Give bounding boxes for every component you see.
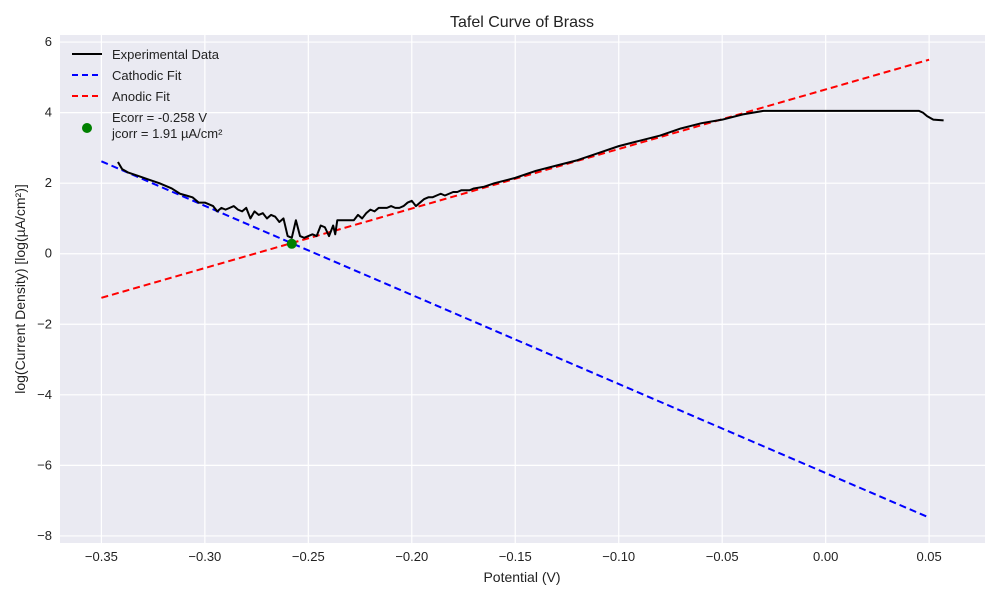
legend-swatch-ecorr-point xyxy=(82,123,92,133)
x-tick-label: −0.25 xyxy=(292,549,325,564)
series-layer xyxy=(100,58,944,519)
plot-background xyxy=(60,35,985,543)
x-tick-label: −0.10 xyxy=(602,549,635,564)
y-tick-label: −6 xyxy=(37,457,52,472)
x-tick-label: −0.30 xyxy=(188,549,221,564)
chart-title: Tafel Curve of Brass xyxy=(450,14,594,31)
x-tick-label: 0.00 xyxy=(813,549,838,564)
legend: Experimental Data Cathodic Fit Anodic Fi… xyxy=(72,47,223,141)
x-tick-labels: −0.35 −0.30 −0.25 −0.20 −0.15 −0.10 −0.05 0.00 0… xyxy=(85,549,942,564)
y-tick-label: 6 xyxy=(45,34,52,49)
x-tick-label: 0.05 xyxy=(916,549,941,564)
y-tick-label: −4 xyxy=(37,387,52,402)
legend-label-anodic: Anodic Fit xyxy=(112,89,170,104)
experimental-data-line xyxy=(117,109,944,239)
y-tick-labels: −8 −6 −4 −2 0 2 4 6 xyxy=(37,34,52,543)
y-tick-label: −2 xyxy=(37,316,52,331)
legend-label-jcorr: jcorr = 1.91 µA/cm² xyxy=(111,126,223,141)
y-tick-label: 2 xyxy=(45,175,52,190)
y-axis-label: log(Current Density) [log(µA/cm²)] xyxy=(12,184,28,394)
ecorr-point xyxy=(286,238,297,249)
legend-label-experimental: Experimental Data xyxy=(112,47,220,62)
x-tick-label: −0.35 xyxy=(85,549,118,564)
x-tick-label: −0.15 xyxy=(499,549,532,564)
grid-lines xyxy=(60,35,985,543)
x-tick-label: −0.05 xyxy=(706,549,739,564)
legend-label-ecorr: Ecorr = -0.258 V xyxy=(112,110,207,125)
x-tick-label: −0.20 xyxy=(395,549,428,564)
y-tick-label: −8 xyxy=(37,528,52,543)
cathodic-fit-line xyxy=(100,160,930,519)
y-tick-label: 0 xyxy=(45,246,52,261)
x-axis-label: Potential (V) xyxy=(483,569,560,585)
y-tick-label: 4 xyxy=(45,105,52,120)
legend-label-cathodic: Cathodic Fit xyxy=(112,68,182,83)
